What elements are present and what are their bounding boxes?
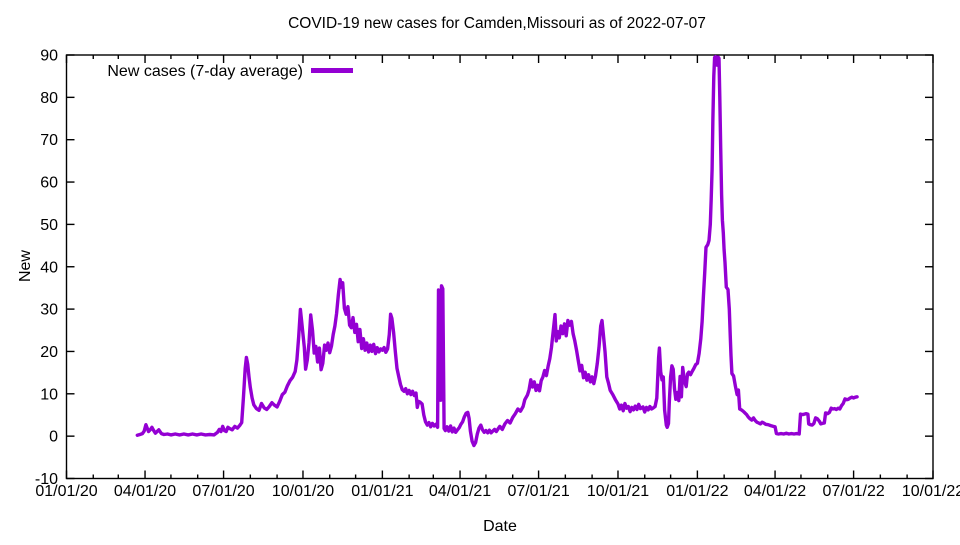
y-tick-label: 60	[40, 175, 58, 192]
x-tick-label: 04/01/20	[114, 483, 176, 500]
x-tick-label: 07/01/22	[822, 483, 884, 500]
legend-label: New cases (7-day average)	[107, 63, 303, 80]
y-tick-label: -10	[35, 471, 58, 488]
y-tick-label: 0	[49, 429, 58, 446]
x-axis-label: Date	[483, 518, 517, 535]
y-tick-label: 20	[40, 344, 58, 361]
series-line	[135, 55, 859, 448]
data-series	[135, 55, 859, 448]
y-tick-label: 30	[40, 302, 58, 319]
y-axis-label: New	[17, 250, 34, 282]
x-tick-label: 07/01/20	[192, 483, 254, 500]
x-tick-label: 04/01/22	[744, 483, 806, 500]
y-tick-label: 40	[40, 259, 58, 276]
x-tick-label: 10/01/22	[902, 483, 960, 500]
y-tick-label: 70	[40, 132, 58, 149]
y-tick-label: 90	[40, 48, 58, 65]
chart-title: COVID-19 new cases for Camden,Missouri a…	[288, 15, 706, 32]
x-tick-label: 01/01/21	[351, 483, 413, 500]
x-tick-label: 10/01/20	[272, 483, 334, 500]
legend: New cases (7-day average)	[107, 63, 353, 80]
x-tick-label: 07/01/21	[507, 483, 569, 500]
x-tick-label: 01/01/20	[35, 483, 97, 500]
y-tick-label: 10	[40, 386, 58, 403]
x-tick-label: 10/01/21	[587, 483, 649, 500]
y-tick-label: 50	[40, 217, 58, 234]
plot-axes: 01/01/20 04/01/20 07/01/20 10/01/20 01/01/21…	[35, 48, 960, 501]
x-tick-label: 04/01/21	[429, 483, 491, 500]
y-tick-label: 80	[40, 90, 58, 107]
x-tick-label: 01/01/22	[666, 483, 728, 500]
